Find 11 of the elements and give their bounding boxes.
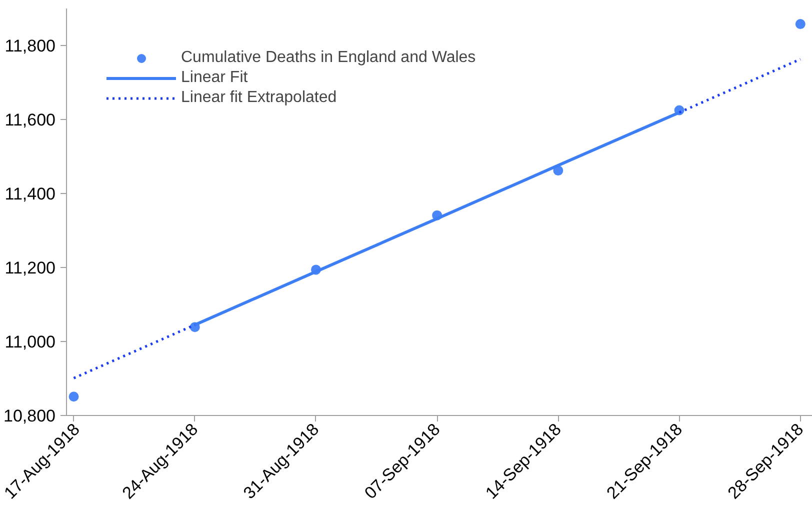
y-tick-label: 11,800 [4,36,56,56]
y-tick-label: 11,200 [4,258,56,278]
legend-label: Cumulative Deaths in England and Wales [181,49,476,67]
legend-label: Linear fit Extrapolated [181,89,337,107]
point [68,392,79,402]
y-tick-label: 10,800 [4,406,56,426]
y-tick-label: 11,600 [4,110,56,130]
y-tick-label: 11,000 [4,332,56,352]
legend-label: Linear Fit [181,69,248,87]
point [795,19,806,30]
y-tick-label: 11,400 [4,184,56,204]
